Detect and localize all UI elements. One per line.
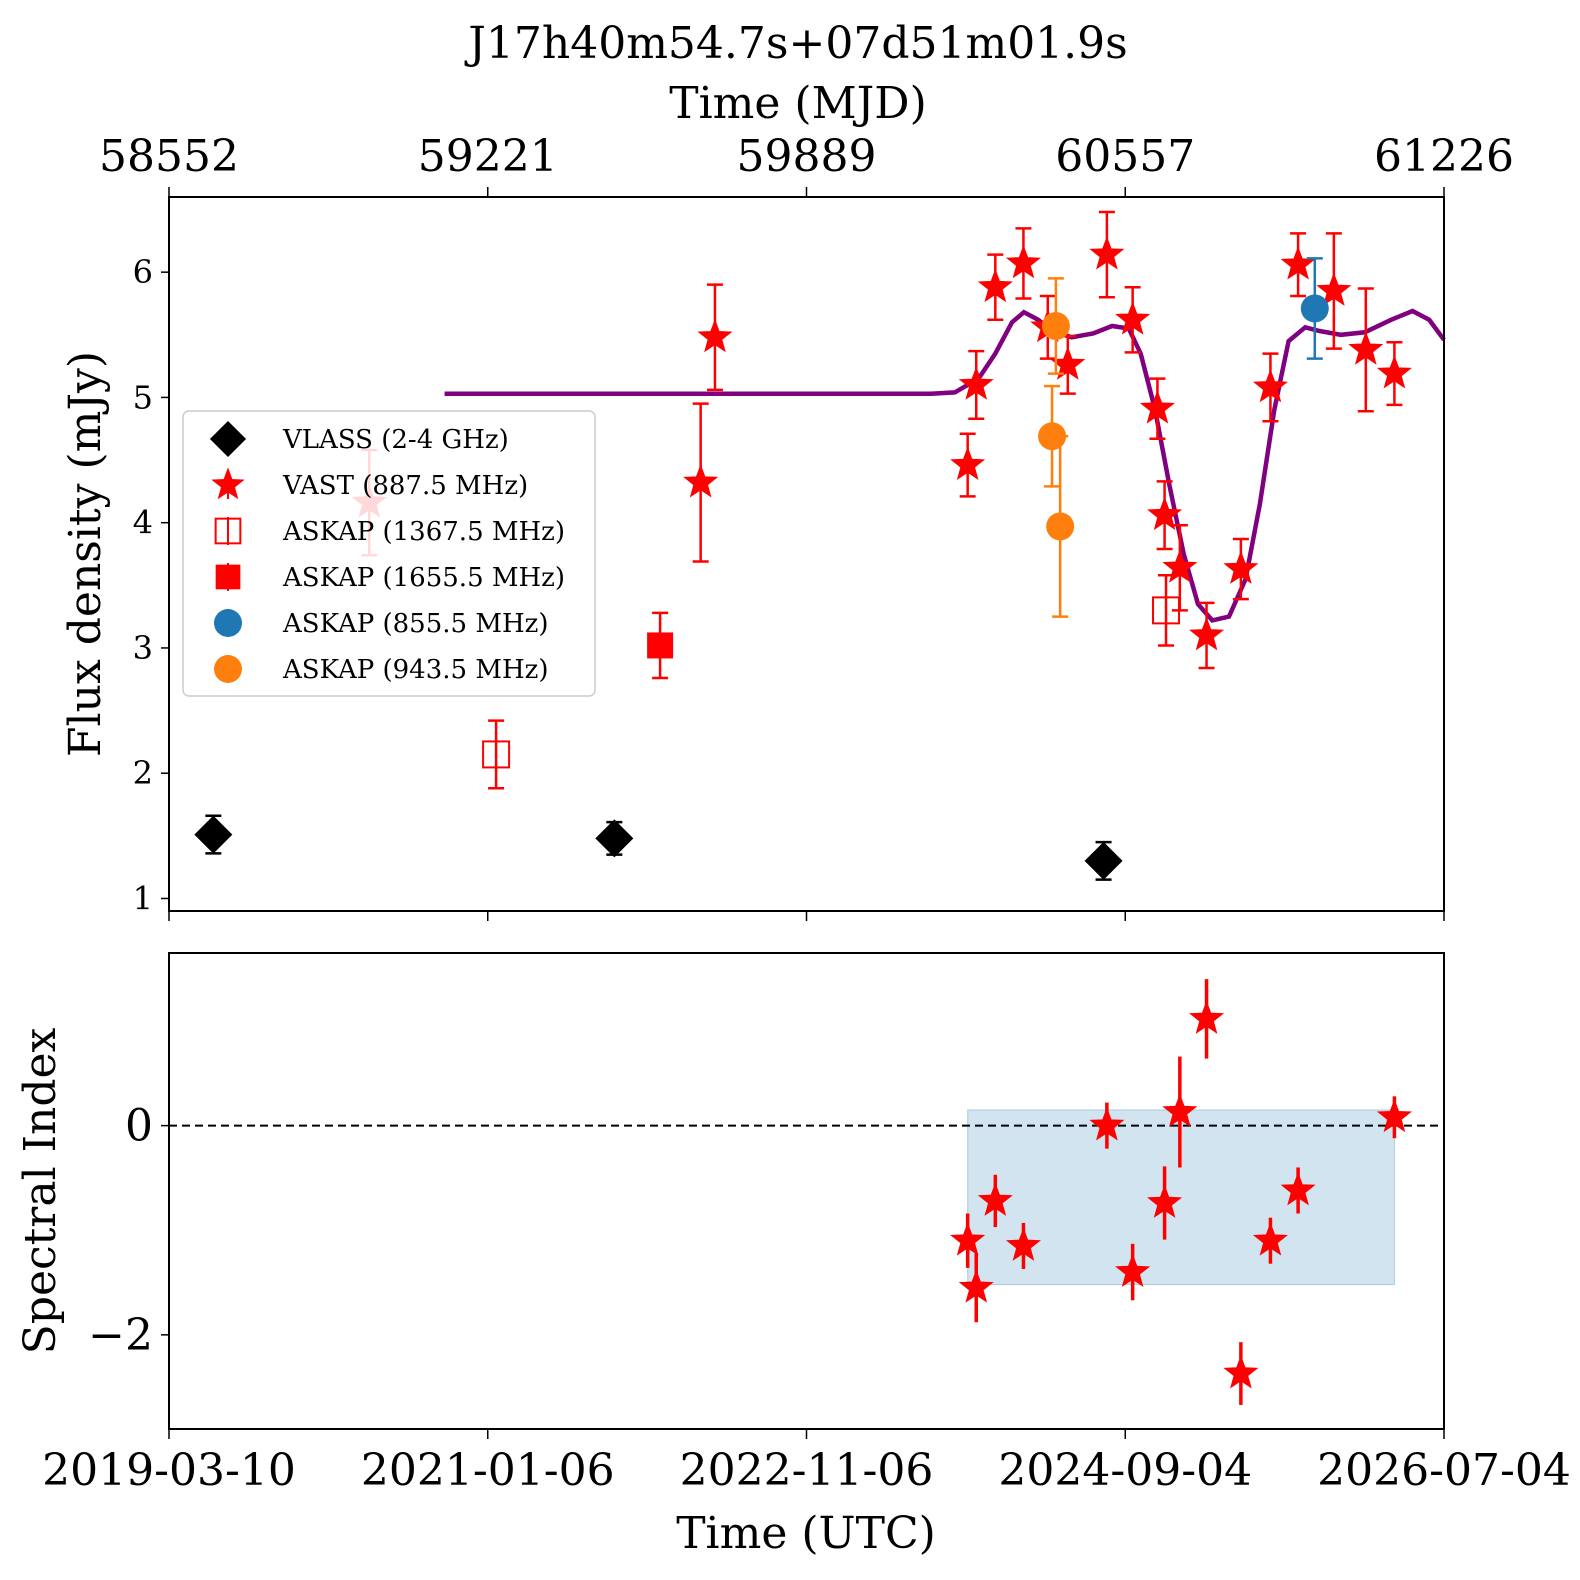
series-askap-855-5-mhz- — [1300, 257, 1329, 360]
data-point — [977, 1182, 1013, 1216]
bottom-panel-frame — [168, 952, 1445, 1430]
legend-label: ASKAP (943.5 MHz) — [282, 655, 548, 685]
legend-entry: ASKAP (1655.5 MHz) — [215, 563, 565, 593]
data-point — [1005, 1227, 1041, 1261]
data-point — [1348, 331, 1384, 365]
data-point — [1152, 596, 1181, 625]
top-x-tick-label: 60557 — [1055, 131, 1195, 182]
data-point — [1089, 1107, 1125, 1141]
data-point — [1376, 355, 1412, 389]
data-point — [1316, 272, 1352, 306]
data-point — [1147, 496, 1183, 531]
data-point — [1189, 616, 1225, 651]
legend-entry: ASKAP (855.5 MHz) — [214, 609, 548, 639]
top-panel-frame — [168, 196, 1445, 912]
legend-marker — [209, 420, 247, 458]
legend-label: VAST (887.5 MHz) — [282, 471, 528, 501]
y-tick-label: 6 — [133, 253, 153, 291]
series-vlass-2-4-ghz- — [194, 814, 1123, 881]
data-point — [647, 632, 674, 659]
data-point — [1147, 1184, 1183, 1218]
flux-density-axis-label: Flux density (mJy) — [60, 351, 111, 757]
legend-box — [182, 410, 596, 697]
y-tick-label: −2 — [88, 1310, 153, 1361]
data-point — [1046, 512, 1075, 541]
data-point — [1223, 1355, 1259, 1389]
data-point — [1189, 1000, 1225, 1034]
legend-label: ASKAP (1655.5 MHz) — [282, 563, 565, 593]
legend-entry: ASKAP (943.5 MHz) — [214, 655, 548, 685]
legend-marker — [211, 467, 245, 500]
data-point — [950, 446, 986, 480]
data-point — [194, 815, 233, 854]
x-tick-label: 2022-11-06 — [680, 1445, 934, 1496]
data-point — [1005, 244, 1041, 279]
legend-marker — [215, 564, 241, 590]
data-point — [1252, 368, 1288, 403]
data-point — [683, 464, 719, 498]
data-point — [482, 740, 511, 769]
spectral-index-axis-label: Spectral Index — [15, 1027, 66, 1354]
data-point — [595, 819, 634, 858]
series-askap-1367-5-mhz- — [482, 574, 1181, 790]
data-point — [1084, 841, 1123, 880]
legend-marker — [214, 517, 242, 545]
legend-marker — [214, 655, 242, 683]
data-point — [977, 268, 1013, 303]
error-bar — [1158, 574, 1175, 647]
x-tick-label: 2024-09-04 — [998, 1445, 1252, 1496]
y-tick-label: 5 — [133, 378, 153, 416]
bottom-panel-layer: −2 0 2019-03-10 2021-01-06 2022-11-06 2024-09… — [42, 979, 1571, 1496]
data-point — [1162, 549, 1198, 583]
y-tick-label: 0 — [125, 1101, 153, 1152]
legend-marker — [214, 609, 242, 637]
data-point — [1223, 550, 1259, 584]
data-point — [1115, 1253, 1151, 1287]
data-point — [1139, 390, 1175, 424]
top-x-axis-label: Time (MJD) — [669, 78, 926, 129]
data-point — [1280, 1172, 1316, 1206]
x-tick-label: 2021-01-06 — [361, 1445, 615, 1496]
data-point — [1041, 312, 1070, 341]
top-x-tick-label: 59889 — [737, 131, 877, 182]
time-utc-axis-label: Time (UTC) — [676, 1508, 936, 1559]
data-point — [1376, 1098, 1412, 1133]
spectral-index-panel: −2 0 2019-03-10 2021-01-06 2022-11-06 2024-09… — [42, 952, 1571, 1496]
legend-label: VLASS (2-4 GHz) — [282, 425, 509, 455]
series-spectral-index — [950, 979, 1412, 1405]
top-x-tick-label: 61226 — [1374, 131, 1514, 182]
x-tick-label: 2026-07-04 — [1317, 1445, 1571, 1496]
data-point — [958, 366, 994, 400]
x-tick-label: 2019-03-10 — [42, 1445, 296, 1496]
legend-entry: VAST (887.5 MHz) — [211, 467, 528, 501]
error-bar — [488, 719, 505, 790]
legend-entry: ASKAP (1367.5 MHz) — [214, 517, 565, 547]
data-point — [1038, 422, 1067, 451]
data-point — [1252, 1222, 1288, 1256]
top-x-tick-label: 59221 — [418, 131, 558, 182]
chart-title: J17h40m54.7s+07d51m01.9s — [464, 18, 1128, 69]
model-curve — [444, 308, 1446, 623]
legend-entry: VLASS (2-4 GHz) — [209, 420, 509, 458]
data-point — [950, 1222, 986, 1256]
legend: VLASS (2-4 GHz) VAST (887.5 MHz) ASKAP (13… — [182, 410, 596, 697]
data-point — [1115, 301, 1151, 335]
y-tick-label: 3 — [133, 629, 153, 667]
data-point — [958, 1269, 994, 1303]
y-tick-label: 4 — [133, 504, 153, 542]
legend-label: ASKAP (855.5 MHz) — [282, 609, 548, 639]
data-point — [697, 318, 733, 353]
data-point — [1300, 294, 1329, 323]
series-askap-1655-5-mhz- — [647, 611, 674, 680]
y-tick-label: 2 — [133, 754, 153, 792]
series-askap-943-5-mhz- — [1038, 277, 1075, 618]
legend-label: ASKAP (1367.5 MHz) — [282, 517, 565, 547]
top-x-tick-label: 58552 — [99, 131, 239, 182]
y-tick-label: 1 — [133, 879, 153, 917]
data-point — [1162, 1093, 1198, 1127]
data-point — [1089, 236, 1125, 270]
